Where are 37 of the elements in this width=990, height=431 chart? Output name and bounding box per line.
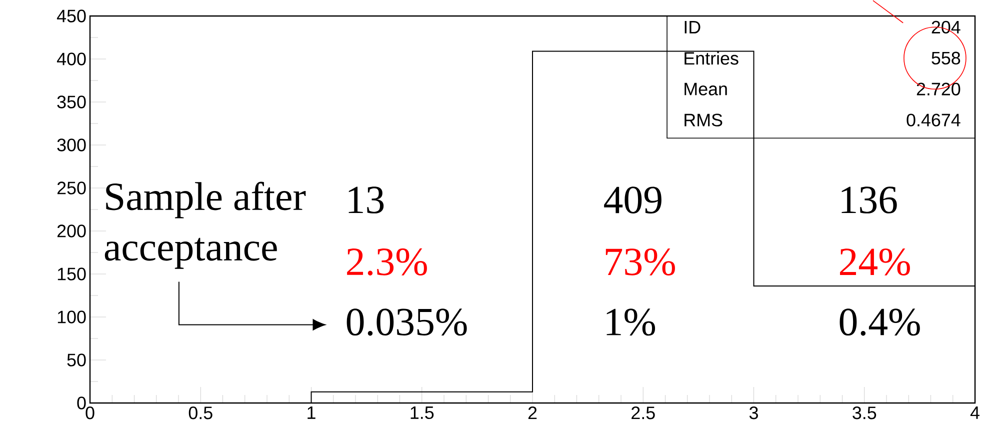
annotation: 136 <box>842 186 897 214</box>
x-tick-label: 2.5 <box>632 406 655 420</box>
annotation: 2.3% <box>347 248 427 276</box>
annotation: 0.035% <box>346 308 467 336</box>
x-tick-label: 4 <box>970 406 980 419</box>
y-tick-label: 50 <box>67 354 86 366</box>
x-tick-label: 3.5 <box>852 406 876 420</box>
x-tick-label: 2 <box>528 406 537 420</box>
y-tick-label: 150 <box>58 268 86 280</box>
annotation: 0.4% <box>840 308 920 336</box>
annotation: 558 <box>932 52 960 64</box>
annotation: 0.4674 <box>906 114 960 126</box>
y-tick-label: 350 <box>57 96 86 108</box>
y-tick-label: 450 <box>56 10 86 22</box>
y-tick-label: 0 <box>77 396 86 410</box>
y-tick-label: 200 <box>57 224 86 238</box>
annotation: 409 <box>604 186 662 214</box>
y-tick-label: 100 <box>58 310 86 324</box>
annotation: 24% <box>840 248 910 276</box>
annotation: 1% <box>606 308 656 336</box>
annotation: 13 <box>348 186 384 214</box>
x-tick-label: 1.5 <box>410 406 434 420</box>
annotation: Entries <box>684 52 738 65</box>
y-tick-label: 250 <box>57 182 86 194</box>
x-tick-label: 0 <box>86 406 94 420</box>
annotation: Mean <box>684 82 727 96</box>
annotation: RMS <box>684 114 722 126</box>
annotation: acceptance <box>104 238 277 269</box>
x-tick-label: 3 <box>749 406 758 420</box>
annotation: Sample after <box>106 182 306 218</box>
annotation: 73% <box>606 248 675 276</box>
y-tick-label: 300 <box>57 138 86 152</box>
annotation: ID <box>684 21 700 34</box>
x-tick-label: 1 <box>308 406 316 419</box>
annotation: 2.720 <box>916 82 960 96</box>
x-tick-label: 0.5 <box>188 406 212 420</box>
y-tick-label: 400 <box>56 52 86 66</box>
